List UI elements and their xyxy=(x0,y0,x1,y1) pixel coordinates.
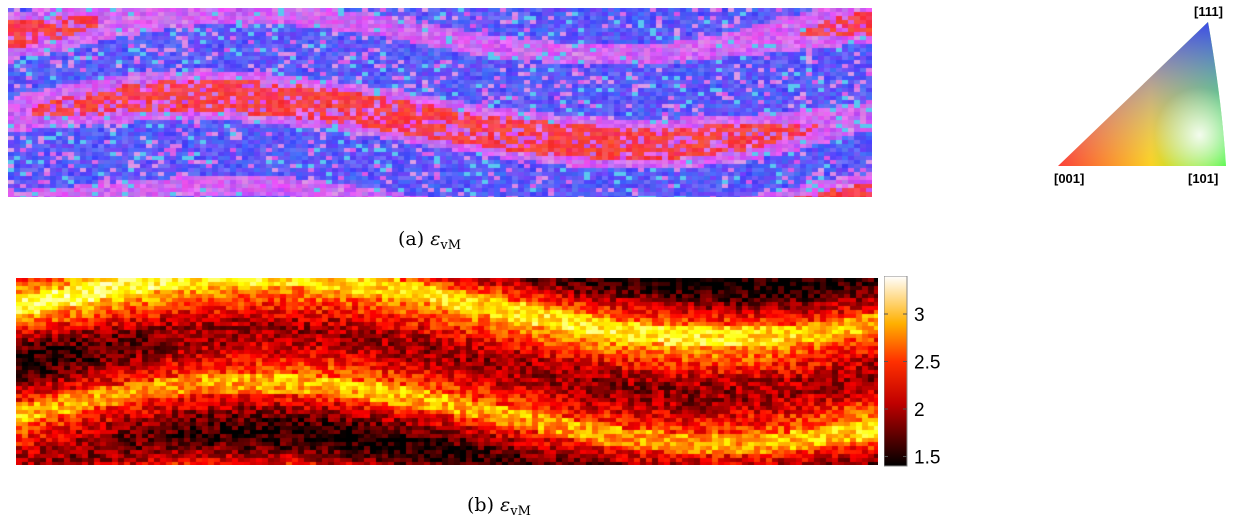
ipf-key-label-111: [111] xyxy=(1194,4,1223,19)
colorbar-tick-label: 1.5 xyxy=(914,448,940,469)
ipf-key-label-101: [101] xyxy=(1188,171,1218,186)
colorbar-gradient xyxy=(884,276,908,467)
colorbar-tick-label: 2.5 xyxy=(914,353,940,374)
colorbar-tick-label: 3 xyxy=(914,305,925,326)
caption-a: (a) εvM xyxy=(398,228,462,253)
ipf-orientation-map xyxy=(8,8,872,197)
ipf-key-label-001: [001] xyxy=(1054,171,1084,186)
colorbar-tick-label: 2 xyxy=(914,400,925,421)
strain-map-canvas xyxy=(16,278,878,465)
caption-b-symbol: ε xyxy=(500,494,511,516)
caption-a-subscript: vM xyxy=(440,238,462,253)
caption-b: (b) εvM xyxy=(467,494,531,519)
caption-b-tag: (b) xyxy=(467,494,494,516)
caption-a-tag: (a) xyxy=(398,228,425,250)
ipf-key-triangle: [001] [101] [111] xyxy=(1054,4,1226,186)
strain-heatmap xyxy=(16,278,878,465)
caption-b-subscript: vM xyxy=(510,504,531,519)
ipf-map-canvas xyxy=(8,8,872,197)
colorbar-svg: 1.5 2 2.5 3 xyxy=(884,276,940,468)
ipf-color-key: [001] [101] [111] xyxy=(1052,2,1232,192)
caption-a-symbol: ε xyxy=(430,228,441,250)
colorbar-ticks: 1.5 2 2.5 3 xyxy=(884,305,940,468)
colorbar: 1.5 2 2.5 3 xyxy=(884,276,964,468)
